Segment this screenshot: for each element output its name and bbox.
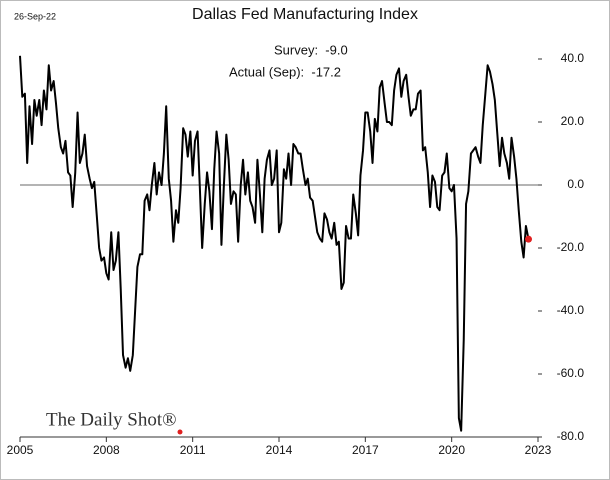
x-tick-label: 2017: [352, 443, 379, 457]
watermark-dot: [177, 429, 183, 435]
x-tick-label: 2014: [266, 443, 293, 457]
x-tick-label: 2023: [525, 443, 552, 457]
y-tick-label: 0.0: [567, 177, 584, 191]
line: [19, 55, 530, 432]
y-tick-label: -40.0: [557, 303, 585, 317]
y-tick-label: -80.0: [557, 429, 585, 443]
date-label: 26-Sep-22: [14, 11, 56, 21]
last-point: [525, 235, 533, 243]
watermark: The Daily Shot®: [46, 409, 177, 430]
annotation: Survey: -9.0: [274, 42, 348, 57]
y-tick-label: -60.0: [557, 366, 585, 380]
y-tick-label: 20.0: [561, 114, 585, 128]
y-tick-label: 40.0: [561, 51, 585, 65]
chart-title: Dallas Fed Manufacturing Index: [192, 6, 418, 23]
x-tick-label: 2011: [180, 443, 206, 457]
y-tick-label: -20.0: [557, 240, 585, 254]
annotation: Actual (Sep): -17.2: [229, 64, 341, 79]
x-tick-label: 2008: [93, 443, 120, 457]
x-tick-label: 2020: [438, 443, 465, 457]
x-tick-label: 2005: [7, 443, 34, 457]
